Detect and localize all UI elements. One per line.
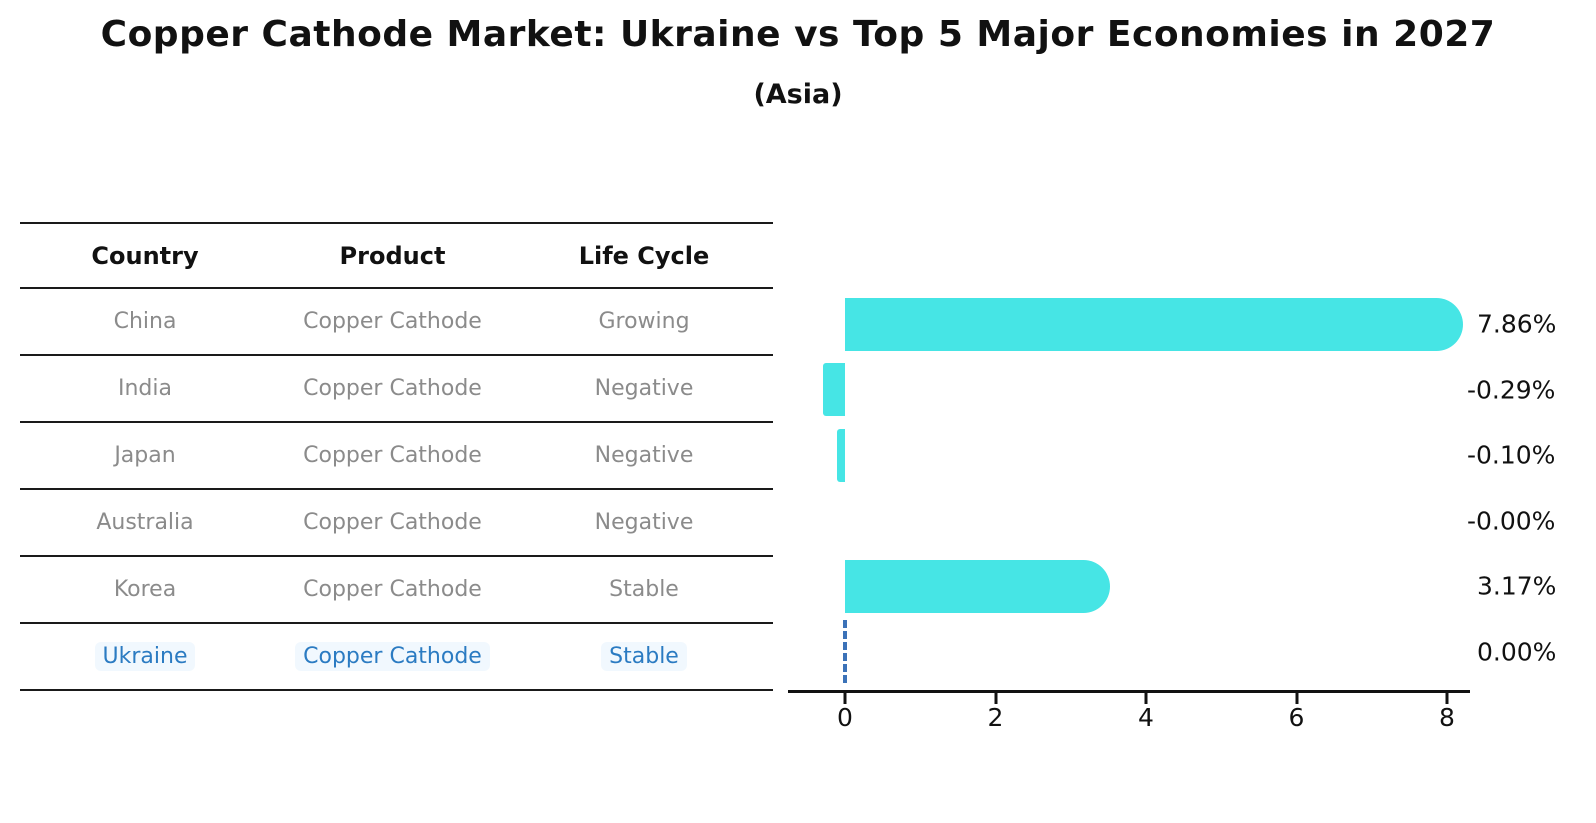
life-cycle-cell: Negative <box>594 443 694 468</box>
ukraine-product-label: Copper Cathode <box>295 642 490 671</box>
x-axis-tick-label: 2 <box>987 703 1004 732</box>
x-axis-tick-label: 8 <box>1439 703 1455 732</box>
chart-subtitle: (Asia) <box>753 79 843 110</box>
country-cell: India <box>118 376 172 401</box>
x-axis-tick <box>1144 693 1148 704</box>
product-cell: Copper Cathode <box>303 577 482 602</box>
product-cell: Copper Cathode <box>270 642 515 671</box>
life-cycle-cell: Growing <box>598 309 690 334</box>
country-cell: China <box>113 309 177 334</box>
value-label-japan: -0.10% <box>1467 440 1556 470</box>
bar-japan <box>837 428 845 482</box>
x-axis-tick-label: 6 <box>1288 703 1305 732</box>
product-cell: Copper Cathode <box>303 510 482 535</box>
x-axis-line <box>788 690 1470 693</box>
product-cell: Copper Cathode <box>303 376 482 401</box>
life-cycle-cell: Negative <box>594 376 694 401</box>
value-label-ukraine: 0.00% <box>1477 637 1557 667</box>
bar-india <box>823 363 845 417</box>
ukraine-life-cycle-label: Stable <box>601 642 687 671</box>
life-cycle-cell: Stable <box>609 577 679 602</box>
x-axis-tick-label: 0 <box>837 703 853 732</box>
value-label-india: -0.29% <box>1467 375 1556 405</box>
bar-china <box>845 297 1463 351</box>
table-header-row: Country Product Life Cycle <box>20 222 773 289</box>
x-axis-tick <box>1295 693 1298 704</box>
country-cell: Australia <box>96 510 194 535</box>
value-label-australia: -0.00% <box>1467 506 1556 536</box>
chart-title: Copper Cathode Market: Ukraine vs Top 5 … <box>100 14 1496 55</box>
x-axis-tick <box>1445 693 1449 704</box>
column-header-product: Product <box>339 241 446 270</box>
value-label-korea: 3.17% <box>1477 571 1557 601</box>
product-cell: Copper Cathode <box>303 443 482 468</box>
country-cell: Japan <box>114 443 176 468</box>
life-cycle-cell: Negative <box>594 510 694 535</box>
country-table: Country Product Life Cycle China Copper … <box>20 222 773 691</box>
table-row-china: China Copper Cathode Growing <box>20 289 773 356</box>
country-cell: Ukraine <box>20 642 270 671</box>
column-header-country: Country <box>91 241 199 270</box>
table-row-korea: Korea Copper Cathode Stable <box>20 557 773 624</box>
x-axis-tick-label: 4 <box>1138 703 1154 732</box>
value-label-china: 7.86% <box>1477 309 1557 339</box>
product-cell: Copper Cathode <box>303 309 482 334</box>
table-row-japan: Japan Copper Cathode Negative <box>20 423 773 490</box>
table-row-ukraine: Ukraine Copper Cathode Stable <box>20 624 773 691</box>
x-axis-tick <box>994 693 997 704</box>
table-row-australia: Australia Copper Cathode Negative <box>20 490 773 557</box>
country-cell: Korea <box>113 577 177 602</box>
ukraine-country-label: Ukraine <box>94 642 196 671</box>
x-axis-tick <box>843 693 847 704</box>
bar-korea <box>845 559 1111 613</box>
column-header-life-cycle: Life Cycle <box>578 241 710 270</box>
table-row-india: India Copper Cathode Negative <box>20 356 773 423</box>
ukraine-zero-dashed-line <box>843 619 847 683</box>
life-cycle-cell: Stable <box>515 642 773 671</box>
